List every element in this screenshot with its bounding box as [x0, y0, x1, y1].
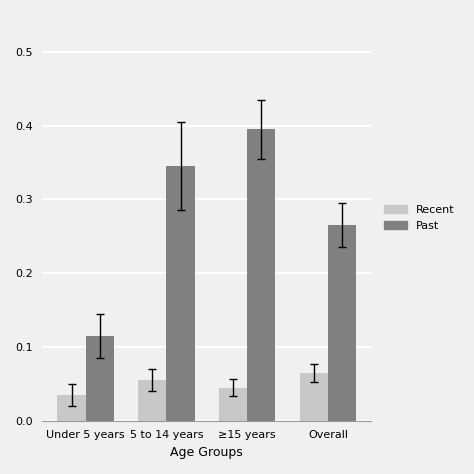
Bar	[86, 336, 114, 421]
Bar	[247, 129, 275, 421]
Bar	[138, 380, 166, 421]
Legend: Recent, Past: Recent, Past	[380, 201, 459, 235]
Bar	[166, 166, 195, 421]
Bar	[219, 388, 247, 421]
Bar	[57, 395, 86, 421]
Bar	[300, 373, 328, 421]
Bar	[328, 225, 356, 421]
X-axis label: Age Groups: Age Groups	[171, 446, 243, 459]
